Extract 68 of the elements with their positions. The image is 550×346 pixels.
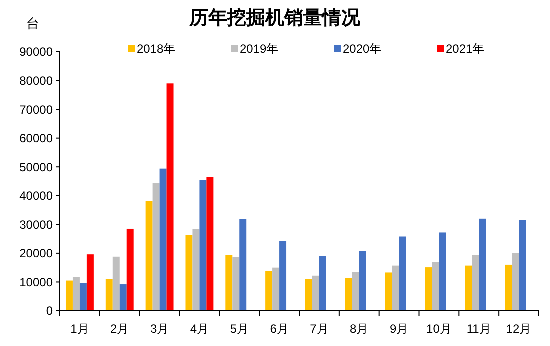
bar <box>206 177 214 311</box>
x-tick-label: 7月 <box>310 322 329 336</box>
bar <box>385 272 392 311</box>
bar <box>432 262 440 311</box>
bar <box>200 180 207 311</box>
bar <box>519 220 526 311</box>
y-tick-label: 90000 <box>20 45 54 60</box>
x-tick-label: 8月 <box>350 322 369 336</box>
bar <box>319 256 326 311</box>
legend-label: 2019年 <box>240 42 279 56</box>
bar <box>392 266 400 311</box>
bar <box>479 218 486 311</box>
legend-label: 2020年 <box>343 42 382 56</box>
bar <box>66 280 73 311</box>
bar <box>232 257 240 311</box>
bar <box>192 229 200 311</box>
chart-title: 历年挖掘机销量情况 <box>188 7 362 29</box>
x-tick-label: 4月 <box>190 322 210 336</box>
bar <box>472 255 480 311</box>
y-tick-label: 40000 <box>20 189 54 204</box>
bar <box>352 272 360 311</box>
x-tick-label: 5月 <box>230 322 249 336</box>
bar <box>505 264 512 311</box>
bar <box>280 241 287 311</box>
bar <box>439 232 446 311</box>
y-tick-label: 0 <box>46 304 54 318</box>
bar <box>72 277 80 311</box>
x-tick-label: 3月 <box>150 322 170 336</box>
bar <box>120 284 127 311</box>
bar <box>160 168 167 311</box>
bar <box>152 184 160 311</box>
bar <box>226 255 233 311</box>
bar <box>272 268 280 311</box>
bar <box>359 251 366 311</box>
bar <box>399 236 406 311</box>
y-tick-label: 60000 <box>20 132 54 146</box>
bar <box>240 219 247 311</box>
y-axis-title: 台 <box>26 16 40 31</box>
legend-label: 2018年 <box>137 42 176 56</box>
y-tick-label: 80000 <box>20 74 54 88</box>
bar <box>112 256 120 311</box>
x-tick-label: 2月 <box>110 322 130 336</box>
y-tick-label: 50000 <box>20 160 54 174</box>
bar <box>465 266 472 311</box>
y-tick-label: 30000 <box>20 218 54 232</box>
x-tick-label: 1月 <box>70 322 90 336</box>
y-tick-label: 70000 <box>20 102 54 117</box>
bar <box>186 235 193 311</box>
x-tick-label: 6月 <box>270 322 289 336</box>
bar <box>106 279 113 311</box>
bar <box>345 278 352 311</box>
legend-label: 2021年 <box>446 42 485 56</box>
y-tick-label: 20000 <box>20 246 54 261</box>
y-tick-label: 10000 <box>20 275 54 290</box>
bar <box>80 283 87 311</box>
bar <box>425 268 432 311</box>
bar <box>86 254 94 311</box>
bar <box>266 271 273 311</box>
x-tick-label: 11月 <box>466 322 492 336</box>
bar <box>512 253 520 311</box>
bar <box>146 201 153 311</box>
x-tick-label: 9月 <box>390 322 409 336</box>
x-tick-label: 10月 <box>426 322 452 336</box>
bar <box>305 279 312 311</box>
x-tick-label: 12月 <box>506 322 532 336</box>
bar <box>312 276 320 311</box>
bar <box>126 228 134 311</box>
bar <box>166 84 174 311</box>
